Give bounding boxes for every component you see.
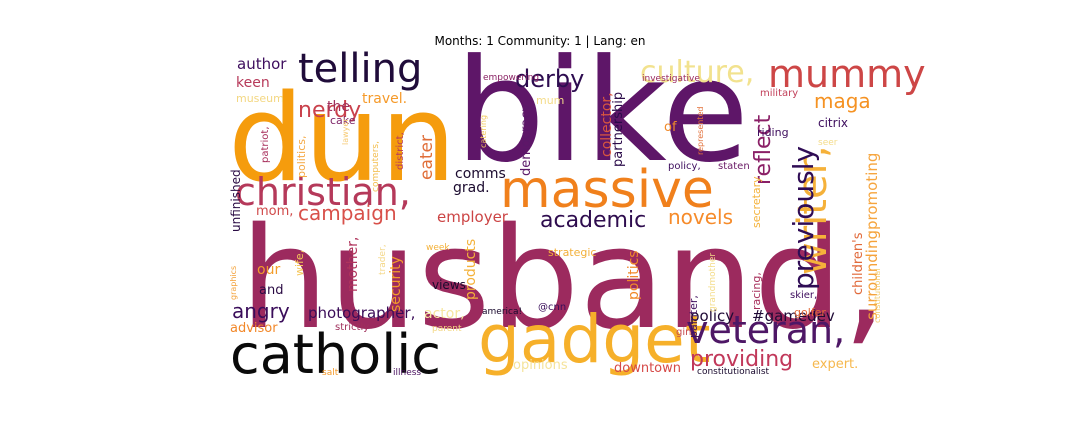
word-gamedev: #gamedev bbox=[752, 307, 835, 325]
word-children-s: children's bbox=[851, 232, 866, 295]
word-veteran: veteran, bbox=[686, 308, 845, 352]
word-strictly: strictly bbox=[335, 322, 369, 333]
word-and: and bbox=[259, 283, 283, 298]
word-author: author bbox=[237, 55, 287, 73]
word-empowering: empowering bbox=[483, 73, 539, 83]
word-massive: massive bbox=[500, 160, 714, 220]
word-partnership: partnership bbox=[611, 92, 626, 167]
word-telling: telling bbox=[298, 46, 422, 92]
word-democracy: democracy bbox=[519, 104, 534, 176]
word-computers: computers, bbox=[371, 141, 381, 192]
word-policy: policy, bbox=[668, 161, 701, 172]
word-secretary: secretary bbox=[750, 176, 763, 228]
word-racing: racing, bbox=[750, 272, 763, 310]
word-grad: grad. bbox=[453, 180, 490, 196]
word-views: views bbox=[432, 278, 466, 292]
word-promoting: promoting bbox=[863, 153, 881, 230]
word-mum: mum bbox=[536, 94, 564, 107]
word-opinions: opinions bbox=[513, 358, 568, 373]
word-campaign: campaign bbox=[298, 201, 397, 225]
word-security: security bbox=[388, 256, 404, 312]
word-unfinished: unfinished bbox=[229, 169, 243, 232]
word-actor: actor, bbox=[424, 306, 465, 322]
word-angry: angry bbox=[232, 299, 290, 323]
word-grandmother: grandmother bbox=[708, 253, 718, 312]
word-gin: gin bbox=[676, 327, 691, 338]
word-military: military bbox=[760, 88, 798, 99]
word-catering: catering bbox=[479, 115, 488, 148]
word-represented: represented bbox=[696, 107, 705, 155]
word-policy: policy bbox=[690, 307, 734, 325]
word-products: products bbox=[463, 239, 479, 300]
word-skier: skier, bbox=[790, 290, 817, 301]
word-comms: comms bbox=[455, 166, 506, 182]
word-maga: maga bbox=[814, 89, 871, 113]
word-museum: museum bbox=[236, 92, 284, 105]
word-providing: providing bbox=[690, 347, 793, 372]
word-lawyer: lawyer bbox=[341, 118, 350, 145]
word-dun: dun bbox=[228, 70, 456, 209]
word-district: district, bbox=[395, 132, 406, 170]
word-gadget: gadget bbox=[478, 301, 711, 378]
word-cake: cake bbox=[330, 114, 356, 127]
word-surrounding: surrounding bbox=[863, 230, 881, 320]
word-painter: painter, bbox=[687, 295, 700, 338]
word-reflect: reflect bbox=[751, 114, 776, 185]
word-writer: writer, bbox=[790, 145, 836, 275]
word-strategic: strategic bbox=[548, 246, 596, 259]
word-expert: expert. bbox=[812, 357, 858, 372]
word-our: our bbox=[257, 262, 280, 278]
word-riding: riding bbox=[757, 126, 789, 139]
word-academic: academic bbox=[540, 208, 646, 233]
word-constitutionalist: constitutionalist bbox=[697, 367, 770, 377]
word-politics: politics, bbox=[295, 136, 308, 178]
word-travel: travel. bbox=[362, 91, 407, 107]
word-keen: keen bbox=[236, 75, 270, 91]
chart-title: Months: 1 Community: 1 | Lang: en bbox=[434, 34, 646, 48]
word-culture: culture, bbox=[640, 55, 754, 90]
word-employer: employer bbox=[437, 208, 509, 226]
word-bike: bike bbox=[455, 29, 749, 194]
word-wife: wife, bbox=[293, 250, 306, 276]
word-husband: husband, bbox=[240, 198, 887, 361]
word-politics: politics bbox=[626, 250, 642, 300]
word-nerdy: nerdy bbox=[298, 98, 361, 123]
word-patriot: patriot, bbox=[260, 126, 271, 163]
word-mother: mother, bbox=[345, 237, 361, 292]
word-mummy: mummy bbox=[768, 52, 926, 96]
word-downtown: downtown bbox=[614, 361, 681, 376]
word-seer: seer bbox=[818, 138, 838, 148]
word-mom: mom, bbox=[256, 204, 293, 219]
word-the: the bbox=[327, 99, 350, 115]
word-constitutional: constitutional bbox=[873, 268, 882, 323]
word-novels: novels bbox=[668, 205, 733, 229]
word-parent: parent bbox=[432, 324, 462, 334]
word-advisor: advisor bbox=[230, 321, 278, 336]
word-illness: illness bbox=[393, 368, 421, 378]
word-graphics: graphics bbox=[229, 266, 238, 300]
word-of: of bbox=[664, 120, 677, 135]
word-investigative: investigative bbox=[642, 74, 700, 84]
word-photographer: photographer, bbox=[308, 304, 415, 322]
word-cnn: @cnn bbox=[538, 302, 566, 313]
word-america: america! bbox=[482, 307, 522, 317]
word-staten: staten bbox=[718, 161, 750, 172]
word-derby: derby bbox=[515, 65, 584, 93]
word-trader: trader, bbox=[378, 244, 388, 275]
word-christian: christian, bbox=[235, 170, 411, 214]
word-citrix: citrix bbox=[818, 116, 848, 130]
word-collector: collector, bbox=[599, 92, 615, 157]
word-eater: eater bbox=[417, 135, 437, 180]
word-catholic: catholic bbox=[230, 323, 441, 386]
word-week: week bbox=[426, 243, 450, 253]
word-golfer: golfer bbox=[794, 306, 826, 319]
word-salt: salt bbox=[322, 368, 339, 378]
word-previously: previously bbox=[787, 146, 820, 290]
